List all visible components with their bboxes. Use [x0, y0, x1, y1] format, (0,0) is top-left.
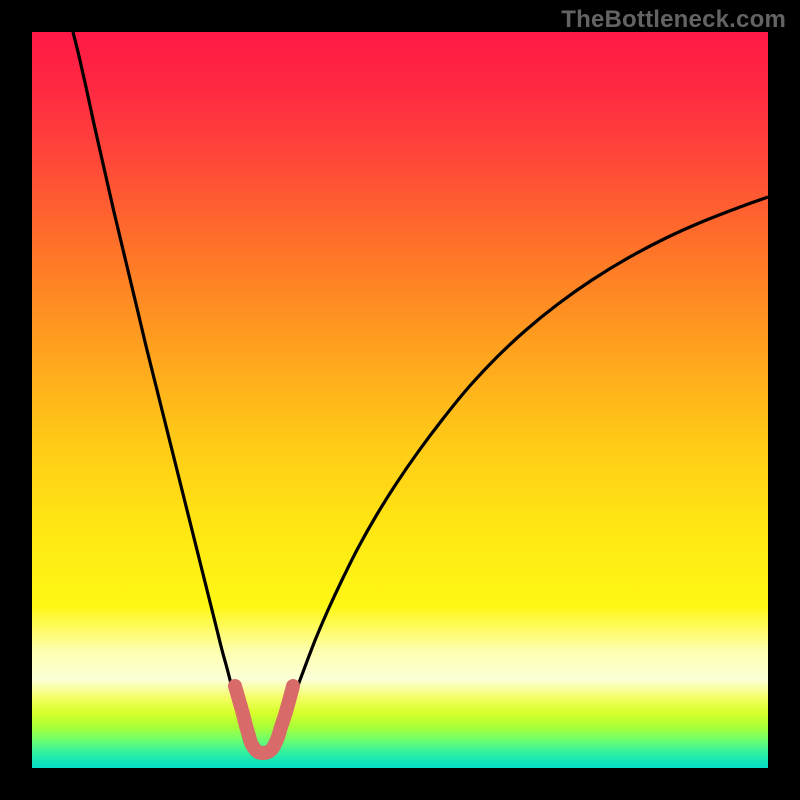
valley-u-curve — [235, 686, 293, 753]
right-curve — [279, 197, 768, 742]
left-curve — [73, 32, 245, 742]
plot-area — [32, 32, 768, 768]
canvas-frame: TheBottleneck.com — [0, 0, 800, 800]
watermark-text: TheBottleneck.com — [561, 6, 786, 34]
chart-svg — [32, 32, 768, 768]
